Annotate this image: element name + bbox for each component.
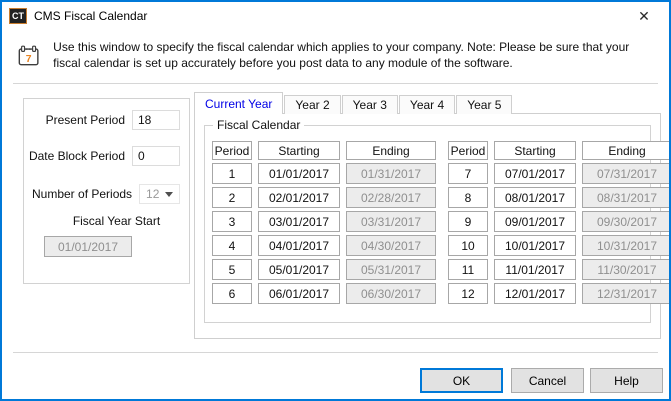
close-icon: ✕	[638, 8, 650, 24]
column-header-period: Period	[212, 141, 252, 160]
ending-date-value: 03/31/2017	[360, 214, 422, 229]
column-header-starting: Starting	[258, 141, 340, 160]
ending-date-value: 12/31/2017	[596, 286, 658, 301]
bottom-separator	[13, 352, 658, 353]
present-period-label: Present Period	[45, 113, 125, 127]
current-year-tab-page: Fiscal Calendar Period Starting Ending 1…	[194, 113, 669, 339]
ending-date-value: 05/31/2017	[360, 262, 422, 277]
ending-date-combo: 04/30/2017	[346, 235, 436, 256]
column-header-starting: Starting	[494, 141, 576, 160]
column-header-ending: Ending	[346, 141, 436, 160]
help-button[interactable]: Help	[590, 368, 663, 393]
period-number: 11	[448, 259, 488, 280]
period-number: 12	[448, 283, 488, 304]
fiscal-year-start-label: Fiscal Year Start	[72, 214, 161, 228]
ending-date-value: 02/28/2017	[360, 190, 422, 205]
ending-date-combo: 08/31/2017	[582, 187, 669, 208]
ending-date-value: 06/30/2017	[360, 286, 422, 301]
fiscal-year-start-combo: 01/01/2017	[44, 236, 132, 257]
top-separator	[13, 83, 658, 84]
starting-date-input[interactable]	[258, 163, 340, 184]
number-of-periods-value: 12	[146, 187, 160, 201]
window-title: CMS Fiscal Calendar	[34, 9, 148, 23]
column-header-period: Period	[448, 141, 488, 160]
number-of-periods-combo: 12	[139, 184, 180, 204]
calendar-icon-day: 7	[26, 54, 32, 65]
ending-date-combo: 11/30/2017	[582, 259, 669, 280]
year-tabs: Current Year Year 2 Year 3 Year 4 Year 5	[194, 92, 513, 114]
period-number: 7	[448, 163, 488, 184]
period-settings-group: Present Period Date Block Period Number …	[23, 98, 190, 284]
fiscal-calendar-group-label: Fiscal Calendar	[213, 118, 305, 132]
ending-date-value: 01/31/2017	[360, 166, 422, 181]
period-number: 3	[212, 211, 252, 232]
ending-date-combo: 10/31/2017	[582, 235, 669, 256]
fiscal-year-start-value: 01/01/2017	[57, 239, 119, 254]
app-icon: CT	[9, 8, 27, 24]
close-button[interactable]: ✕	[628, 5, 660, 27]
period-number: 8	[448, 187, 488, 208]
periods-1-6: Period Starting Ending 1 01/31/2017 2 02…	[212, 141, 436, 304]
starting-date-input[interactable]	[494, 283, 576, 304]
ending-date-combo: 07/31/2017	[582, 163, 669, 184]
starting-date-input[interactable]	[258, 211, 340, 232]
dropdown-arrow-icon	[165, 191, 173, 197]
period-number: 4	[212, 235, 252, 256]
period-number: 10	[448, 235, 488, 256]
present-period-row: Present Period	[32, 110, 180, 130]
ending-date-value: 04/30/2017	[360, 238, 422, 253]
starting-date-input[interactable]	[494, 163, 576, 184]
starting-date-input[interactable]	[494, 259, 576, 280]
ending-date-combo: 09/30/2017	[582, 211, 669, 232]
ending-date-combo: 05/31/2017	[346, 259, 436, 280]
ok-button[interactable]: OK	[420, 368, 503, 393]
period-number: 1	[212, 163, 252, 184]
ending-date-combo: 02/28/2017	[346, 187, 436, 208]
tab-year-4[interactable]: Year 4	[398, 95, 456, 114]
starting-date-input[interactable]	[494, 211, 576, 232]
ending-date-value: 10/31/2017	[596, 238, 658, 253]
ending-date-combo: 06/30/2017	[346, 283, 436, 304]
info-banner: 7 Use this window to specify the fiscal …	[17, 36, 655, 76]
period-number: 6	[212, 283, 252, 304]
tab-current-year[interactable]: Current Year	[194, 92, 284, 114]
starting-date-input[interactable]	[258, 259, 340, 280]
starting-date-input[interactable]	[494, 187, 576, 208]
ending-date-combo: 01/31/2017	[346, 163, 436, 184]
number-of-periods-label: Number of Periods	[32, 187, 133, 201]
periods-7-12: Period Starting Ending 7 07/31/2017 8 08…	[448, 141, 669, 304]
title-bar: CT CMS Fiscal Calendar ✕	[2, 2, 669, 30]
fiscal-calendar-group: Fiscal Calendar Period Starting Ending 1…	[204, 118, 669, 323]
ending-date-combo: 03/31/2017	[346, 211, 436, 232]
present-period-input[interactable]	[132, 110, 180, 130]
starting-date-input[interactable]	[258, 283, 340, 304]
period-number: 9	[448, 211, 488, 232]
cancel-button[interactable]: Cancel	[511, 368, 584, 393]
ending-date-combo: 12/31/2017	[582, 283, 669, 304]
date-block-period-input[interactable]	[132, 146, 180, 166]
fiscal-calendar-table: Period Starting Ending 1 01/31/2017 2 02…	[212, 141, 669, 304]
ending-date-value: 09/30/2017	[596, 214, 658, 229]
period-number: 5	[212, 259, 252, 280]
ending-date-value: 07/31/2017	[596, 166, 658, 181]
tab-year-2[interactable]: Year 2	[284, 95, 341, 114]
tab-year-3[interactable]: Year 3	[341, 95, 398, 114]
column-header-ending: Ending	[582, 141, 669, 160]
number-of-periods-row: Number of Periods 12	[32, 184, 180, 204]
ending-date-value: 11/30/2017	[597, 262, 657, 277]
info-text: Use this window to specify the fiscal ca…	[53, 40, 630, 70]
ending-date-value: 08/31/2017	[596, 190, 658, 205]
calendar-icon: 7	[18, 45, 39, 66]
tab-year-5[interactable]: Year 5	[456, 95, 513, 114]
date-block-period-label: Date Block Period	[28, 149, 125, 163]
date-block-row: Date Block Period	[28, 146, 180, 166]
starting-date-input[interactable]	[494, 235, 576, 256]
starting-date-input[interactable]	[258, 187, 340, 208]
period-number: 2	[212, 187, 252, 208]
starting-date-input[interactable]	[258, 235, 340, 256]
